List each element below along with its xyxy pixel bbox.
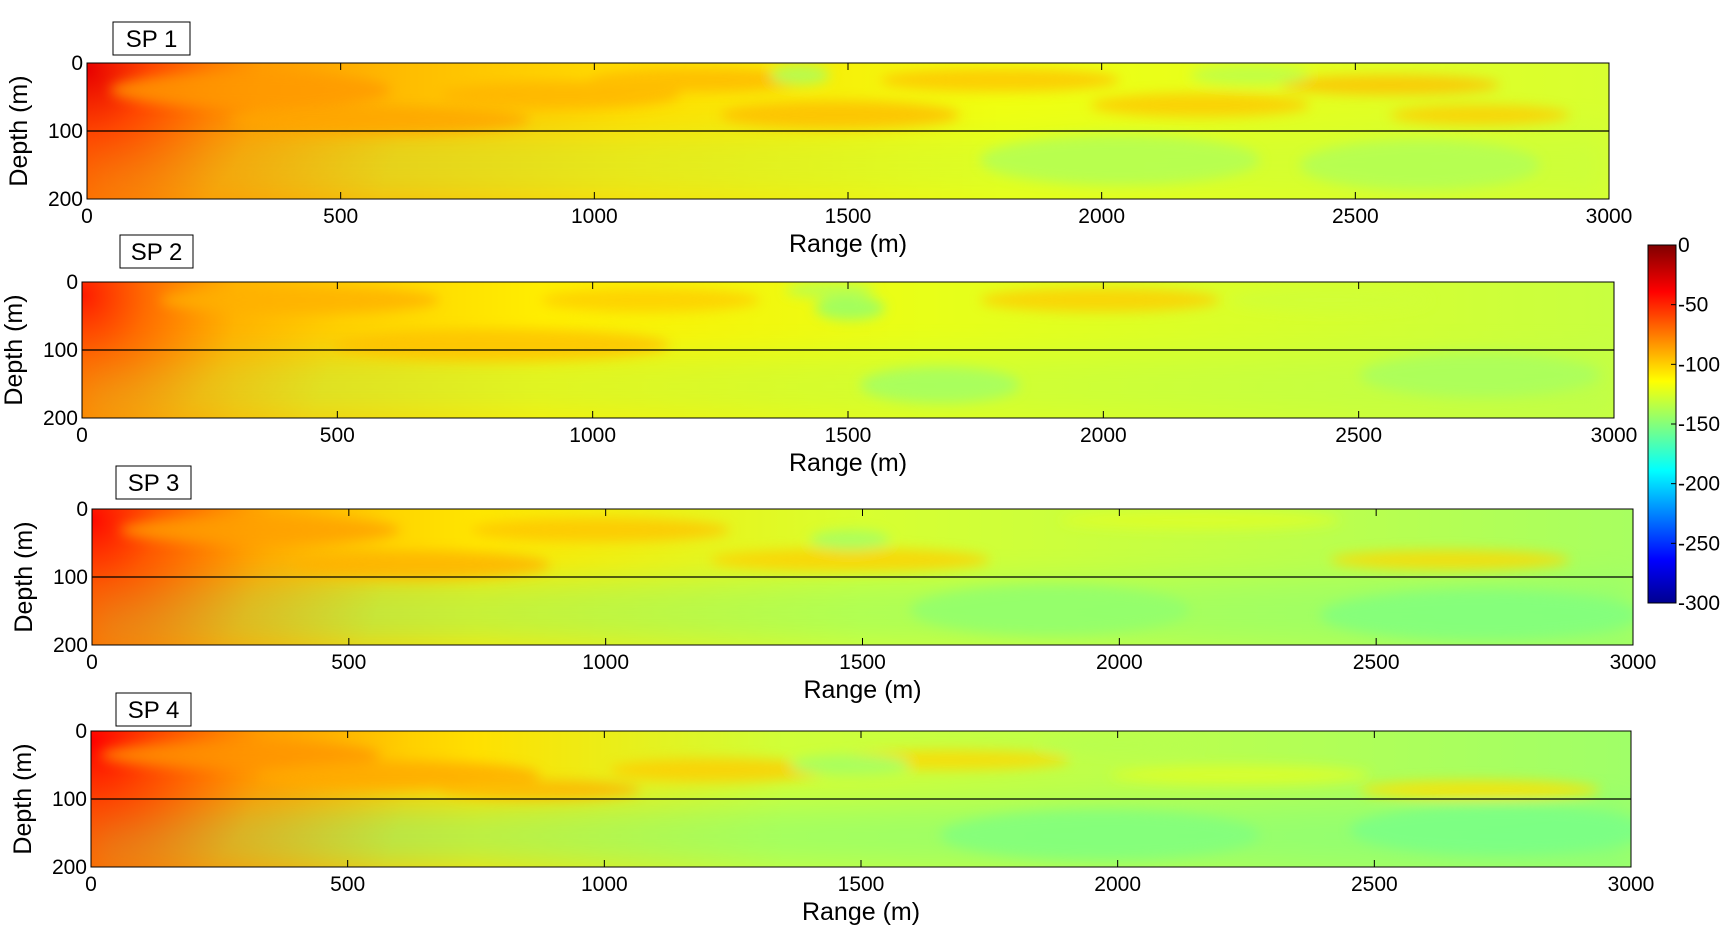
colorbar-tick-label: -250	[1678, 532, 1720, 555]
axes-sp1: 0 500 1000 1500 2000 2500 3000 0 100 200 Range (m)…	[5, 21, 1633, 258]
y-tick-label: 100	[43, 339, 78, 362]
x-tick-label: 1500	[825, 205, 872, 228]
panel-title: SP 2	[131, 239, 183, 266]
y-tick-label: 200	[43, 407, 78, 430]
panel-sp4	[90, 730, 1632, 868]
x-tick-label: 0	[86, 651, 98, 674]
x-tick-label: 0	[81, 205, 93, 228]
x-axis-label: Range (m)	[789, 230, 907, 258]
colorbar-tick-label: 0	[1678, 234, 1690, 257]
x-tick-label: 0	[76, 424, 88, 447]
y-tick-label: 200	[52, 856, 87, 879]
x-tick-label: 1000	[582, 651, 629, 674]
y-tick-label: 100	[48, 120, 83, 143]
y-axis-label: Depth (m)	[5, 75, 33, 186]
y-tick-label: 200	[53, 634, 88, 657]
x-tick-label: 2500	[1353, 651, 1400, 674]
colorbar-tick-label: -200	[1678, 473, 1720, 496]
y-tick-label: 0	[71, 52, 83, 75]
y-tick-label: 0	[75, 720, 87, 743]
panel-title-box	[112, 21, 191, 56]
y-axis-label: Depth (m)	[10, 521, 38, 632]
panel-sp1	[86, 62, 1610, 200]
x-tick-label: 1500	[838, 873, 885, 896]
y-tick-label: 100	[52, 788, 87, 811]
x-axis-label: Range (m)	[802, 898, 920, 926]
x-tick-label: 2500	[1351, 873, 1398, 896]
colorbar: 0 -50 -100 -150 -200 -250 -300	[1647, 234, 1720, 615]
x-tick-label: 3000	[1591, 424, 1638, 447]
x-tick-label: 3000	[1610, 651, 1657, 674]
x-tick-label: 1000	[571, 205, 618, 228]
axes-sp3: 0 500 1000 1500 2000 2500 3000 0 100 200 Range (m)…	[10, 465, 1657, 704]
y-axis-label: Depth (m)	[0, 294, 28, 405]
panel-title-box	[115, 692, 192, 727]
x-tick-label: 500	[331, 651, 366, 674]
axes-sp4: 0 500 1000 1500 2000 2500 3000 0 100 200 Range (m)…	[9, 692, 1655, 926]
y-axis-label: Depth (m)	[9, 743, 37, 854]
colorbar-tick-label: -150	[1678, 413, 1720, 436]
panel-title: SP 1	[126, 26, 178, 53]
x-tick-label: 500	[323, 205, 358, 228]
y-tick-label: 100	[53, 566, 88, 589]
panel-title: SP 3	[128, 470, 180, 497]
colorbar-ticks: 0 -50 -100 -150 -200 -250 -300	[1671, 234, 1720, 615]
x-axis-label: Range (m)	[803, 676, 921, 704]
panel-title: SP 4	[128, 697, 180, 724]
x-tick-label: 2000	[1078, 205, 1125, 228]
axes-sp2: 0 500 1000 1500 2000 2500 3000 0 100 200 Range (m)…	[0, 234, 1638, 477]
x-tick-label: 2500	[1332, 205, 1379, 228]
colorbar-tick-label: -100	[1678, 353, 1720, 376]
x-tick-label: 2000	[1096, 651, 1143, 674]
colorbar-tick-label: -300	[1678, 592, 1720, 615]
x-tick-label: 2500	[1335, 424, 1382, 447]
x-tick-label: 3000	[1608, 873, 1655, 896]
x-tick-label: 1000	[581, 873, 628, 896]
x-tick-label: 1000	[569, 424, 616, 447]
panel-title-box	[119, 234, 194, 269]
y-tick-label: 0	[66, 271, 78, 294]
x-tick-label: 3000	[1586, 205, 1633, 228]
x-tick-label: 1500	[825, 424, 872, 447]
x-tick-label: 1500	[839, 651, 886, 674]
colorbar-tick-label: -50	[1678, 294, 1708, 317]
panel-title-box	[115, 465, 192, 500]
x-tick-label: 2000	[1094, 873, 1141, 896]
panel-sp2	[81, 281, 1615, 419]
y-tick-label: 0	[76, 498, 88, 521]
x-tick-label: 2000	[1080, 424, 1127, 447]
x-tick-label: 500	[320, 424, 355, 447]
y-tick-label: 200	[48, 188, 83, 211]
panel-sp3	[91, 508, 1634, 646]
x-tick-label: 500	[330, 873, 365, 896]
x-axis-label: Range (m)	[789, 449, 907, 477]
x-tick-label: 0	[85, 873, 97, 896]
